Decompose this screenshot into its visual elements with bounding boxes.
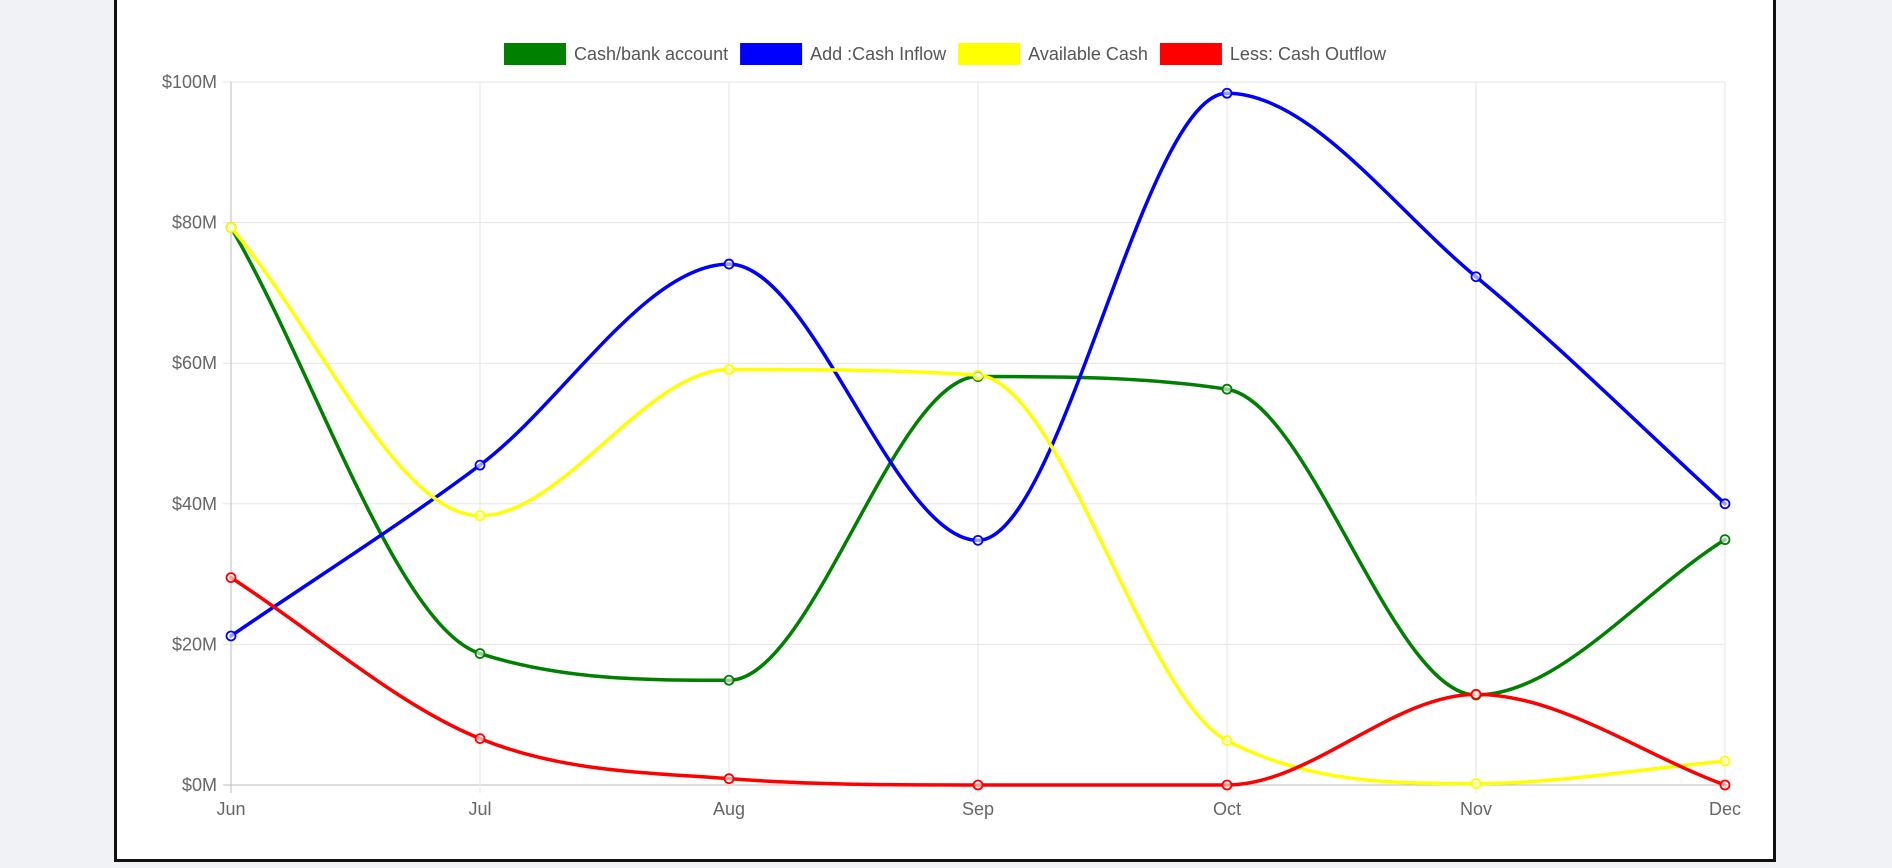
x-tick-label: Oct <box>1213 799 1241 819</box>
legend-label-3[interactable]: Less: Cash Outflow <box>1230 44 1387 64</box>
data-point-0[interactable] <box>1719 534 1731 546</box>
data-point-3[interactable] <box>474 733 486 745</box>
data-point-2[interactable] <box>1470 778 1482 789</box>
data-point-3[interactable] <box>972 779 984 791</box>
x-tick-label: Dec <box>1709 799 1741 819</box>
legend-label-2[interactable]: Available Cash <box>1028 44 1148 64</box>
data-point-2[interactable] <box>723 364 735 375</box>
data-point-1[interactable] <box>225 630 237 642</box>
data-point-1[interactable] <box>1470 271 1482 283</box>
y-tick-label: $60M <box>172 353 217 373</box>
data-point-1[interactable] <box>723 258 735 270</box>
data-point-0[interactable] <box>474 648 486 659</box>
data-point-3[interactable] <box>1221 779 1233 791</box>
data-point-1[interactable] <box>1221 87 1233 99</box>
data-point-3[interactable] <box>723 773 735 785</box>
y-tick-label: $100M <box>162 72 217 92</box>
data-point-0[interactable] <box>723 674 735 686</box>
x-tick-label: Sep <box>962 799 994 819</box>
legend-swatch-2[interactable] <box>958 43 1021 65</box>
legend-swatch-3[interactable] <box>1159 43 1222 65</box>
legend-swatch-1[interactable] <box>740 43 803 65</box>
y-tick-label: $0M <box>182 775 217 795</box>
legend-label-0[interactable]: Cash/bank account <box>574 44 728 64</box>
x-tick-label: Aug <box>713 799 745 819</box>
data-point-1[interactable] <box>1719 498 1731 510</box>
data-point-3[interactable] <box>1719 779 1731 791</box>
x-tick-label: Jun <box>216 799 245 819</box>
data-point-0[interactable] <box>1221 383 1233 395</box>
data-point-2[interactable] <box>1719 755 1731 767</box>
data-point-2[interactable] <box>972 369 984 381</box>
data-point-2[interactable] <box>1221 735 1233 747</box>
data-point-3[interactable] <box>225 572 237 584</box>
y-tick-label: $20M <box>172 634 217 654</box>
line-chart: $0M $20M $40M $60M $80M $100M Jun Jul Aug Sep Oct N… <box>162 43 1741 819</box>
x-tick-label: Nov <box>1460 799 1492 819</box>
y-tick-label: $80M <box>172 213 217 233</box>
series-line-1 <box>229 91 1727 638</box>
x-tick-label: Jul <box>468 799 491 819</box>
data-point-2[interactable] <box>474 510 486 522</box>
legend-label-1[interactable]: Add :Cash Inflow <box>810 44 947 64</box>
legend-swatch-0[interactable] <box>503 43 566 65</box>
data-point-1[interactable] <box>474 459 486 471</box>
data-point-3[interactable] <box>1470 688 1482 700</box>
data-point-2[interactable] <box>225 222 237 233</box>
chart-card: $0M $20M $40M $60M $80M $100M Jun Jul Aug Sep Oct N… <box>114 0 1776 862</box>
y-tick-label: $40M <box>172 494 217 514</box>
data-point-1[interactable] <box>972 534 984 546</box>
